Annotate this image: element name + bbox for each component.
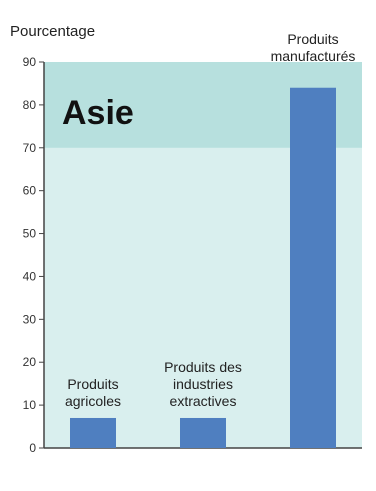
category-label-line: extractives (170, 393, 237, 409)
y-tick-label: 0 (29, 441, 36, 455)
category-label: Produits manufacturés (271, 31, 356, 64)
category-label-line: Produits des (164, 359, 242, 375)
y-tick-label: 10 (23, 398, 37, 412)
bar (70, 417, 116, 448)
bars-group (70, 87, 336, 448)
region-label: Asie (62, 94, 134, 132)
y-tick-label: 50 (23, 227, 37, 241)
category-label-line: manufacturés (271, 48, 356, 64)
y-tick-label: 60 (23, 184, 37, 198)
y-tick-label: 80 (23, 98, 37, 112)
category-label-line: industries (173, 376, 233, 392)
y-axis: 0 10 20 30 40 50 60 70 80 90 (23, 55, 362, 455)
category-label-line: Produits (67, 376, 118, 392)
y-axis-title: Pourcentage (10, 23, 95, 40)
y-tick-label: 40 (23, 269, 37, 283)
y-tick-label: 70 (23, 141, 37, 155)
bar (180, 417, 226, 448)
y-tick-label: 90 (23, 55, 37, 69)
category-label-line: Produits (287, 31, 338, 47)
category-label-line: agricoles (65, 393, 121, 409)
y-tick-label: 30 (23, 312, 37, 326)
category-label: Produits des industries extractives (164, 359, 242, 409)
bar (290, 87, 336, 448)
category-label: Produits agricoles (65, 376, 121, 409)
y-tick-label: 20 (23, 355, 37, 369)
